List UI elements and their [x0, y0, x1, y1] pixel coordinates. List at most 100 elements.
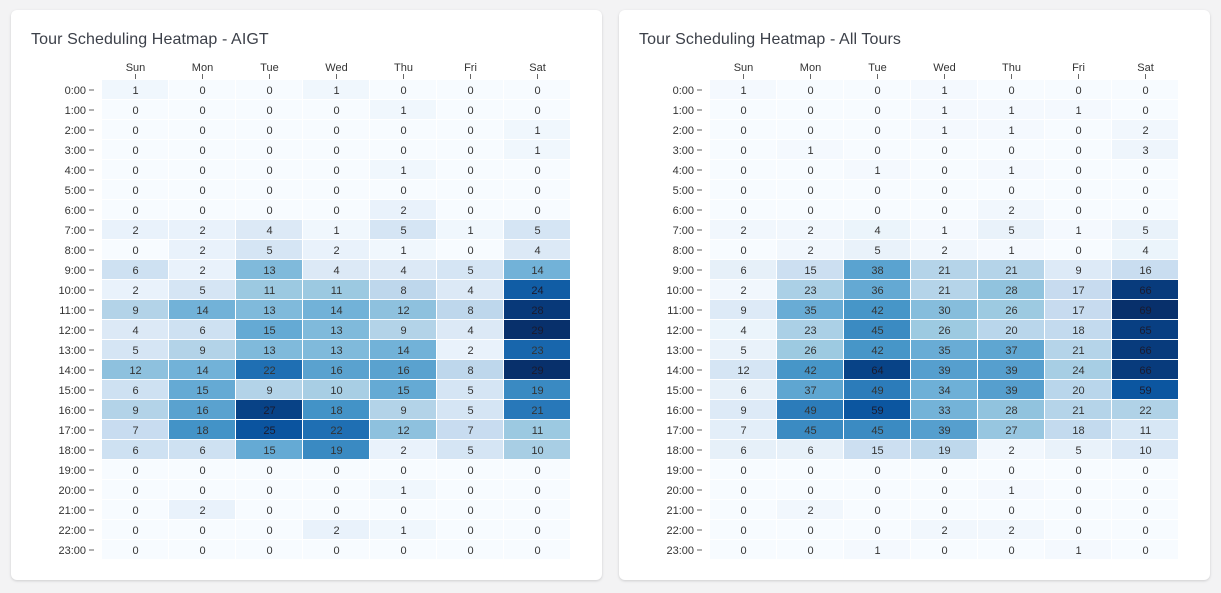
y-tick-label: 5:00 — [65, 185, 86, 197]
heatmap-cell — [777, 120, 843, 139]
heatmap-cell — [169, 80, 235, 99]
heatmap-cell — [911, 460, 977, 479]
heatmap-cell — [777, 80, 843, 99]
y-tick-label: 13:00 — [666, 345, 694, 357]
heatmap-cell — [710, 420, 776, 439]
cell-value-label: 1 — [400, 485, 406, 497]
heatmap-cell — [303, 500, 369, 519]
y-tick-label: 21:00 — [666, 505, 694, 517]
cell-value-label: 0 — [874, 485, 880, 497]
cell-value-label: 2 — [740, 285, 746, 297]
cell-value-label: 0 — [1142, 525, 1148, 537]
heatmap-cell — [370, 140, 436, 159]
cell-value-label: 4 — [740, 325, 746, 337]
heatmap-cell — [303, 480, 369, 499]
heatmap-cell — [303, 360, 369, 379]
cell-value-label: 23 — [804, 325, 816, 337]
heatmap-cell — [236, 440, 302, 459]
cell-value-label: 13 — [263, 265, 275, 277]
heatmap-cell — [303, 120, 369, 139]
cell-value-label: 49 — [871, 385, 883, 397]
cell-value-label: 0 — [740, 505, 746, 517]
cell-value-label: 1 — [1008, 485, 1014, 497]
heatmap-cell — [978, 80, 1044, 99]
heatmap-cell — [437, 180, 503, 199]
heatmap-cell — [236, 520, 302, 539]
cell-value-label: 0 — [199, 85, 205, 97]
heatmap-cell — [504, 340, 570, 359]
cell-value-label: 2 — [1008, 525, 1014, 537]
heatmap-cell — [844, 280, 910, 299]
heatmap-cell — [169, 260, 235, 279]
cell-value-label: 0 — [534, 465, 540, 477]
heatmap-cell — [169, 400, 235, 419]
y-tick-label: 16:00 — [666, 405, 694, 417]
cell-value-label: 16 — [330, 365, 342, 377]
cell-value-label: 0 — [740, 485, 746, 497]
heatmap-cell — [102, 120, 168, 139]
cell-value-label: 0 — [266, 185, 272, 197]
heatmap-cell — [911, 440, 977, 459]
cell-value-label: 14 — [330, 305, 342, 317]
y-tick-label: 17:00 — [666, 425, 694, 437]
heatmap-cell — [1045, 180, 1111, 199]
heatmap-cell — [102, 280, 168, 299]
cell-value-label: 0 — [740, 545, 746, 557]
heatmap-cell — [437, 240, 503, 259]
heatmap-cell — [777, 160, 843, 179]
heatmap-cell — [777, 500, 843, 519]
heatmap-cell — [777, 200, 843, 219]
heatmap-cell — [303, 280, 369, 299]
y-tick-label: 10:00 — [58, 285, 86, 297]
heatmap-cell — [911, 480, 977, 499]
cell-value-label: 14 — [531, 265, 543, 277]
heatmap-cell — [370, 340, 436, 359]
heatmap-cell — [236, 380, 302, 399]
heatmap-cell — [777, 140, 843, 159]
heatmap-card-aigt: Tour Scheduling Heatmap - AIGT Sun Mon Tue… — [11, 10, 602, 580]
heatmap-cell — [102, 340, 168, 359]
heatmap-cell — [370, 80, 436, 99]
y-tick-label: 4:00 — [65, 165, 86, 177]
cell-value-label: 19 — [330, 445, 342, 457]
cell-value-label: 0 — [807, 485, 813, 497]
heatmap-cell — [236, 180, 302, 199]
cell-value-label: 0 — [1075, 485, 1081, 497]
cell-value-label: 0 — [132, 105, 138, 117]
heatmap-cell — [437, 160, 503, 179]
cell-value-label: 5 — [1008, 225, 1014, 237]
cell-value-label: 6 — [199, 445, 205, 457]
heatmap-cell — [844, 300, 910, 319]
cell-value-label: 0 — [1142, 105, 1148, 117]
heatmap-cell — [710, 300, 776, 319]
cell-value-label: 34 — [938, 385, 950, 397]
cell-value-label: 45 — [804, 425, 816, 437]
heatmap-cell — [777, 300, 843, 319]
heatmap-cell — [303, 320, 369, 339]
cell-value-label: 0 — [740, 205, 746, 217]
cell-value-label: 0 — [874, 525, 880, 537]
heatmap-cell — [169, 300, 235, 319]
heatmap-cell — [437, 200, 503, 219]
cell-value-label: 1 — [132, 85, 138, 97]
cell-value-label: 0 — [941, 205, 947, 217]
heatmap-cell — [777, 320, 843, 339]
heatmap-cell — [777, 480, 843, 499]
cell-value-label: 5 — [199, 285, 205, 297]
cell-value-label: 5 — [1142, 225, 1148, 237]
cell-value-label: 2 — [941, 245, 947, 257]
cell-value-label: 1 — [740, 85, 746, 97]
heatmap-cell — [710, 340, 776, 359]
cell-value-label: 30 — [938, 305, 950, 317]
heatmap-cell — [236, 300, 302, 319]
heatmap-cell — [303, 400, 369, 419]
heatmap-cell — [236, 480, 302, 499]
heatmap-cell — [1112, 480, 1178, 499]
heatmap-cell — [1045, 100, 1111, 119]
cell-value-label: 38 — [871, 265, 883, 277]
cell-value-label: 22 — [330, 425, 342, 437]
cell-value-label: 0 — [1008, 145, 1014, 157]
x-tick-label: Tue — [260, 62, 279, 74]
heatmap-cell — [710, 100, 776, 119]
cell-value-label: 0 — [333, 485, 339, 497]
